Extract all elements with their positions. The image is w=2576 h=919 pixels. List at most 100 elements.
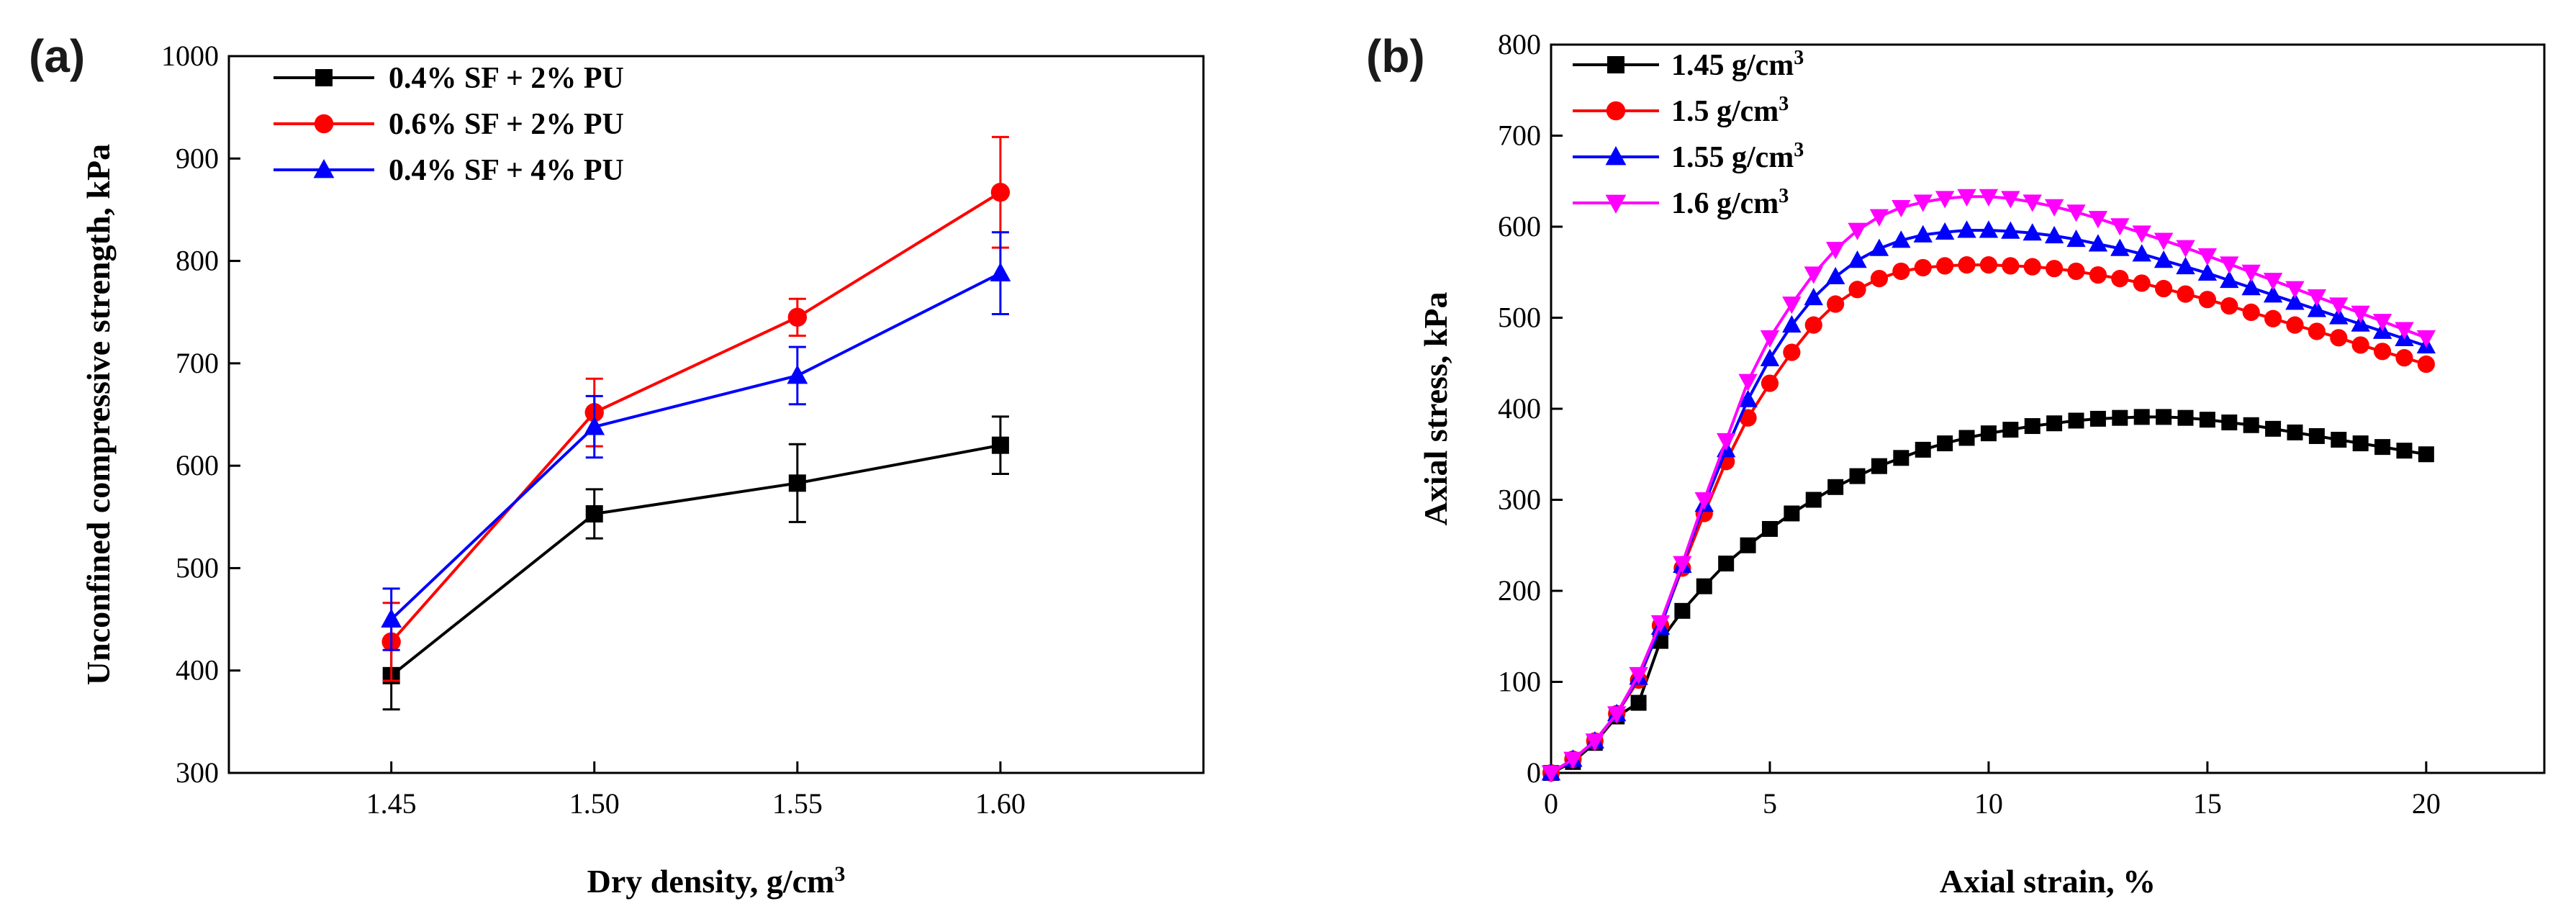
- data-point: [2352, 435, 2369, 452]
- data-point: [2046, 415, 2063, 432]
- data-point: [1740, 537, 1756, 553]
- data-point: [990, 262, 1011, 282]
- data-point: [1892, 230, 1911, 248]
- data-point: [2263, 285, 2283, 303]
- legend-marker: [1607, 56, 1624, 73]
- data-point: [1782, 296, 1802, 314]
- data-point: [1563, 751, 1583, 769]
- series-1-45-g-cm: [1543, 409, 2434, 781]
- y-tick-label: 300: [1498, 484, 1541, 516]
- y-tick-label: 900: [176, 142, 219, 174]
- data-point: [2133, 274, 2151, 292]
- data-point: [2330, 329, 2348, 347]
- x-tick-label: 20: [2412, 787, 2441, 820]
- y-tick-label: 1000: [161, 40, 219, 72]
- data-point: [1871, 458, 1887, 474]
- data-point: [2263, 273, 2283, 291]
- data-point: [1827, 479, 1844, 495]
- data-point: [2351, 305, 2370, 323]
- data-point: [1913, 194, 1933, 212]
- data-point: [2023, 223, 2042, 241]
- y-tick-label: 800: [176, 245, 219, 277]
- data-point: [1957, 220, 1976, 238]
- data-point: [1936, 257, 1954, 275]
- y-tick-label: 600: [1498, 210, 1541, 243]
- data-point: [1848, 281, 1866, 299]
- data-point: [2241, 278, 2261, 296]
- data-point: [2156, 409, 2172, 425]
- series-1-55-g-cm: [1541, 220, 2436, 781]
- data-point: [2329, 307, 2349, 325]
- data-point: [1650, 615, 1671, 633]
- data-point: [2197, 263, 2218, 281]
- legend-marker: [313, 159, 335, 178]
- legend-b: 1.45 g/cm3 1.5 g/cm3 1.55 g/cm3 1.6 g/cm3: [1573, 47, 1804, 220]
- y-tick-label: 400: [176, 654, 219, 687]
- data-point: [2395, 322, 2414, 340]
- data-point: [1980, 425, 1997, 442]
- data-point: [2024, 418, 2041, 435]
- data-point: [2112, 409, 2128, 426]
- series-0-6-sf-2-pu: [381, 135, 1011, 682]
- data-point: [2155, 279, 2173, 298]
- data-point: [2002, 422, 2019, 438]
- data-point: [1760, 330, 1780, 348]
- data-point: [2023, 258, 2041, 276]
- y-tick-label: 400: [1498, 392, 1541, 425]
- legend-marker: [314, 114, 334, 134]
- data-point: [1696, 578, 1712, 594]
- data-point: [1739, 409, 1757, 427]
- data-point: [787, 364, 808, 384]
- x-axis-label: Dry density, g/cm3: [587, 862, 846, 900]
- data-point: [2416, 330, 2436, 348]
- data-point: [2177, 409, 2194, 426]
- legend-a: 0.4% SF + 2% PU 0.6% SF + 2% PU 0.4% SF + …: [274, 62, 624, 187]
- y-tick-label: 500: [1498, 302, 1541, 334]
- data-point: [1541, 765, 1561, 783]
- legend-label: 1.55 g/cm3: [1671, 139, 1804, 175]
- x-tick-label: 1.50: [569, 787, 620, 820]
- data-point: [2395, 349, 2413, 367]
- legend-marker: [315, 69, 333, 86]
- data-point: [2351, 336, 2369, 354]
- data-point: [1892, 262, 1910, 281]
- data-point: [2197, 248, 2218, 266]
- y-tick-label: 700: [1498, 119, 1541, 152]
- data-point: [2089, 410, 2106, 427]
- data-point: [1935, 191, 1955, 209]
- data-point: [2132, 244, 2151, 262]
- data-point: [2089, 266, 2107, 284]
- x-tick-label: 0: [1544, 787, 1558, 820]
- data-point: [1915, 441, 1931, 458]
- data-point: [2264, 309, 2282, 327]
- data-point: [1716, 433, 1736, 451]
- y-tick-label: 700: [176, 347, 219, 379]
- data-point: [2044, 225, 2064, 244]
- legend-label: 1.5 g/cm3: [1671, 93, 1789, 129]
- data-point: [1761, 520, 1778, 537]
- data-point: [2067, 262, 2085, 281]
- data-point: [1782, 314, 1802, 333]
- data-point: [1848, 222, 1867, 240]
- y-tick-label: 600: [176, 449, 219, 481]
- data-point: [2287, 424, 2303, 440]
- data-point: [1761, 374, 1779, 392]
- data-point: [1913, 225, 1933, 243]
- data-point: [1606, 706, 1627, 724]
- x-tick-label: 1.55: [772, 787, 823, 820]
- data-point: [2133, 409, 2150, 425]
- series-0-4-sf-2-pu: [382, 415, 1009, 711]
- chart-panel-a: (a) 300 400 500 600 700 800 900 1000 1.45 1.50 1.55…: [29, 30, 1205, 900]
- series-line: [390, 191, 1001, 643]
- data-point: [1958, 430, 1975, 446]
- series-line: [1550, 263, 2427, 774]
- data-point: [585, 505, 603, 523]
- data-point: [2176, 256, 2195, 275]
- data-point: [1849, 468, 1866, 484]
- y-tick-label: 200: [1498, 574, 1541, 607]
- data-point: [1914, 258, 1932, 277]
- data-point: [2111, 270, 2129, 288]
- data-point: [2198, 291, 2216, 309]
- data-point: [2199, 412, 2215, 428]
